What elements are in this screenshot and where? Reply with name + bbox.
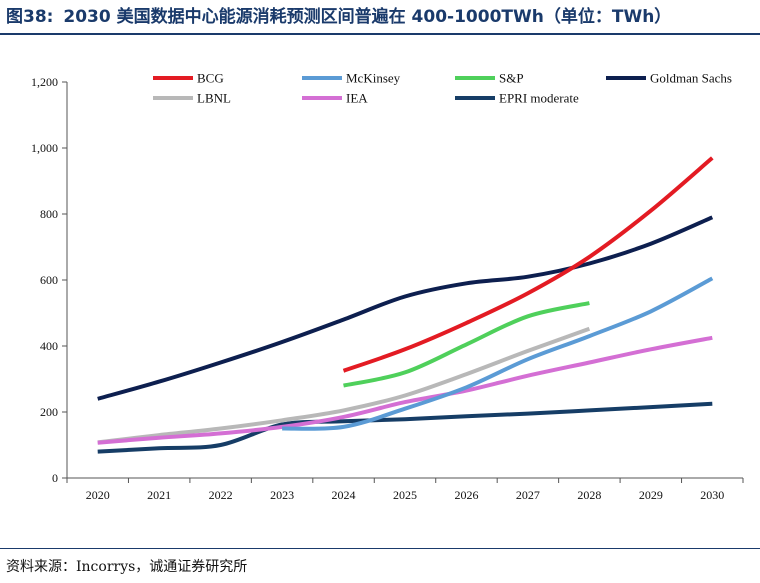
y-tick-label: 400 [40,339,58,353]
legend-label-iea: IEA [346,91,368,106]
x-tick-label: 2029 [639,488,663,502]
series-line-mckinsey [282,276,714,431]
y-tick-label: 600 [40,273,58,287]
x-tick-label: 2022 [209,488,233,502]
source-note: 资料来源：Incorrys，诚通证券研究所 [6,559,248,575]
x-tick-label: 2025 [393,488,417,502]
figure-title-text: 2030 美国数据中心能源消耗预测区间普遍在 400-1000TWh（单位：TW… [63,7,672,27]
series-line-lbnl [97,326,591,445]
legend-label-goldman-sachs: Goldman Sachs [650,71,732,86]
figure-number: 图38: [6,7,54,27]
y-tick-label: 1,200 [31,75,58,89]
legend-label-mckinsey: McKinsey [346,71,401,86]
y-tick-label: 1,000 [31,141,58,155]
series-line-bcg [342,156,714,373]
x-tick-label: 2028 [577,488,601,502]
title-rule [0,33,760,35]
legend-label-bcg: BCG [197,71,224,86]
y-tick-label: 200 [40,405,58,419]
series-line-epri-moderate [97,401,713,454]
legend-label-epri-moderate: EPRI moderate [499,91,579,106]
chart-legend: BCG McKinsey S&P Goldman Sachs LBNL IEA EPRI m… [153,71,732,106]
chart-axes: 0 200 400 600 800 1,000 1,200 2020 2021 2022 2023 2… [31,75,744,502]
chart-series [97,156,714,454]
x-tick-label: 2021 [147,488,171,502]
series-line-s-p [343,301,590,388]
x-tick-label: 2030 [700,488,724,502]
x-tick-label: 2026 [454,488,478,502]
y-tick-label: 0 [52,471,58,485]
x-tick-label: 2027 [516,488,540,502]
series-line-iea [97,335,713,445]
x-tick-label: 2023 [270,488,294,502]
legend-label-lbnl: LBNL [197,91,231,106]
figure-title: 图38: 2030 美国数据中心能源消耗预测区间普遍在 400-1000TWh（… [6,4,671,30]
source-rule [0,548,760,549]
y-tick-label: 800 [40,207,58,221]
legend-label-s-p: S&P [499,71,524,86]
series-line-goldman-sachs [97,215,714,401]
x-tick-label: 2024 [332,488,356,502]
x-tick-label: 2020 [86,488,110,502]
